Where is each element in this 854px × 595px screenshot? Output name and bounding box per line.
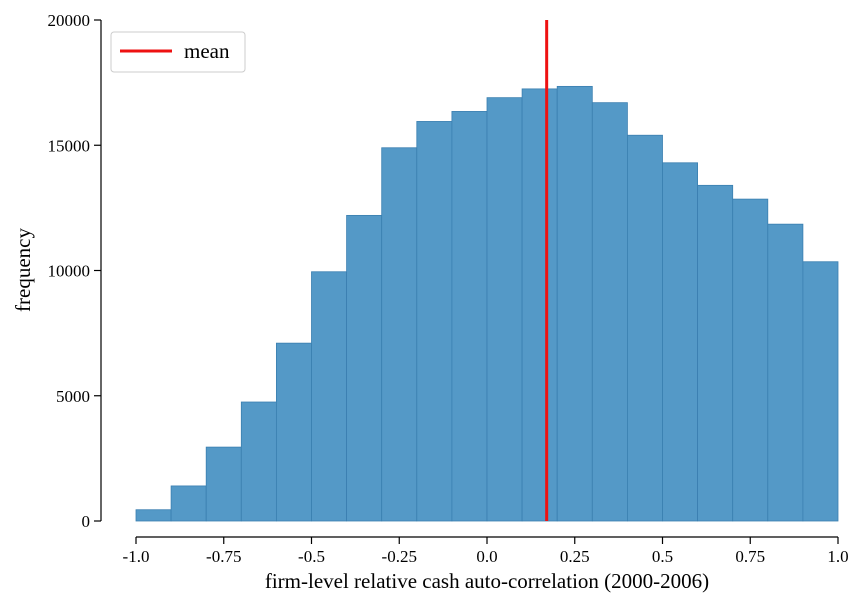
x-tick-label: 1.0: [827, 547, 848, 566]
histogram-bar: [767, 223, 804, 522]
y-tick-label: 10000: [48, 262, 91, 281]
y-tick-label: 20000: [48, 11, 91, 30]
y-tick-label: 5000: [56, 387, 90, 406]
histogram-bar: [170, 485, 207, 522]
legend: mean: [110, 31, 246, 73]
histogram-bar: [732, 198, 769, 522]
y-axis-label: frequency: [11, 228, 35, 312]
histogram-bar: [556, 85, 593, 522]
histogram-bar: [627, 134, 663, 522]
histogram-bar: [205, 446, 242, 522]
legend-box: [110, 31, 246, 73]
y-axis: 0 5000 10000 15000 20000: [48, 11, 102, 531]
y-tick-label: 0: [82, 512, 91, 531]
x-tick-label: -0.5: [298, 547, 325, 566]
x-tick-label: -1.0: [123, 547, 150, 566]
histogram-bars: [135, 85, 839, 522]
histogram-bar: [451, 111, 488, 522]
histogram-bar: [521, 88, 558, 522]
histogram-bar: [697, 184, 734, 522]
x-tick-label: 0.75: [735, 547, 765, 566]
histogram-bar: [486, 97, 523, 522]
x-tick-label: 0.5: [652, 547, 673, 566]
histogram-bar: [346, 214, 383, 522]
y-tick-label: 15000: [48, 136, 91, 155]
legend-label-mean: mean: [184, 39, 230, 63]
histogram-bar: [311, 271, 347, 522]
x-axis: -1.0 -0.75 -0.5 -0.25 0.0 0.25 0.5 0.75 1.0: [123, 536, 849, 566]
histogram-bar: [591, 102, 628, 522]
x-axis-label: firm-level relative cash auto-correlatio…: [265, 569, 709, 593]
histogram-bar: [416, 121, 453, 522]
x-tick-label: 0.25: [560, 547, 590, 566]
histogram-bar: [240, 401, 277, 522]
x-tick-label: 0.0: [476, 547, 497, 566]
histogram-bar: [381, 147, 418, 522]
histogram-bar: [802, 261, 839, 522]
histogram-bar: [275, 342, 312, 522]
histogram-bar: [662, 162, 698, 522]
x-tick-label: -0.75: [206, 547, 241, 566]
histogram-bar: [135, 509, 172, 522]
x-tick-label: -0.25: [382, 547, 417, 566]
